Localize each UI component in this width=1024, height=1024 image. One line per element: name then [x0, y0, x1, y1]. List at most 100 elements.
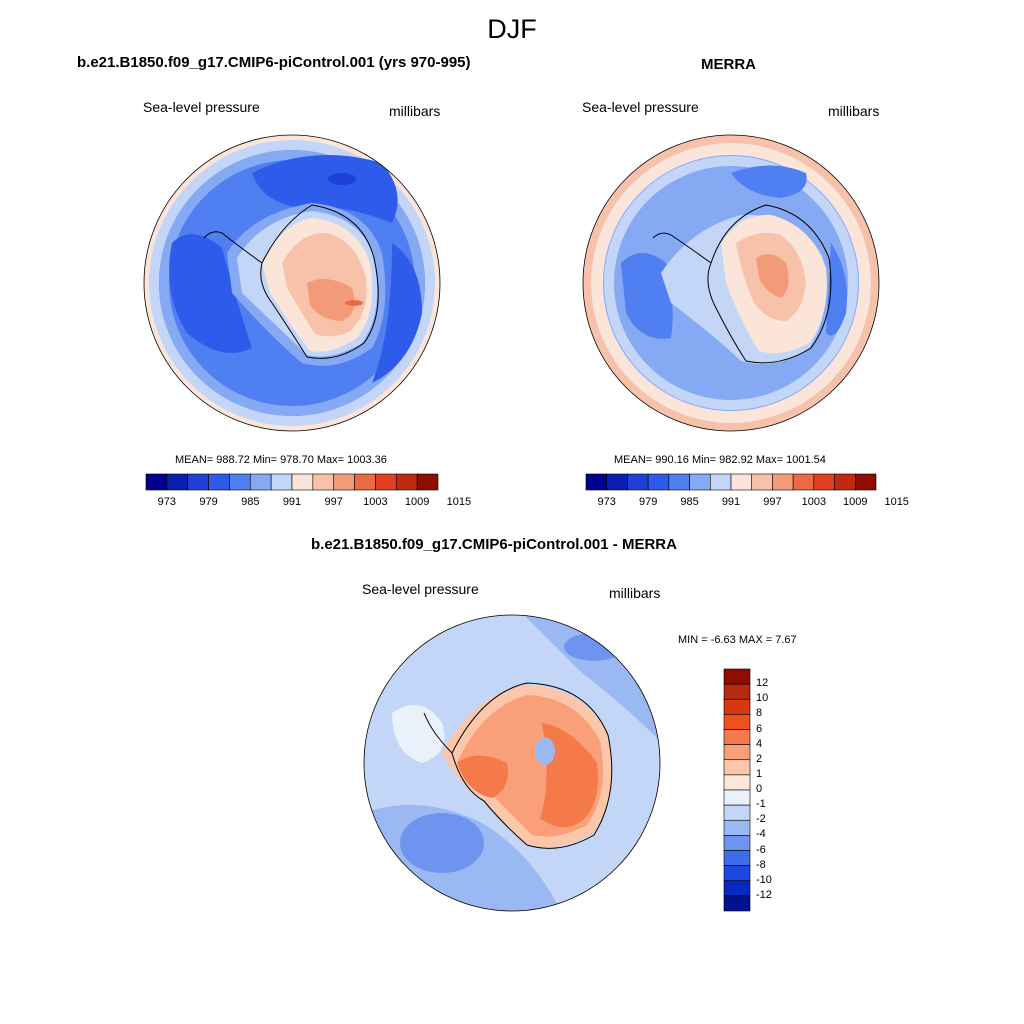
colorbar-swatch: [585, 473, 608, 491]
colorbar-tick-label: 10: [756, 692, 769, 705]
colorbar-swatch: [647, 473, 670, 491]
colorbar-tick-label: 4: [756, 737, 763, 750]
colorbar-tick-label: 1003: [801, 496, 827, 508]
colorbar-swatch: [723, 759, 751, 776]
obs-variable-label: Sea-level pressure: [582, 99, 699, 115]
colorbar-tick-label: -2: [756, 813, 766, 826]
colorbar-swatch: [312, 473, 335, 491]
colorbar-tick-label: 1009: [843, 496, 868, 508]
colorbar-tick-label: -10: [756, 873, 772, 886]
obs-low-pressure-north: [731, 165, 807, 198]
colorbar-swatch: [249, 473, 272, 491]
diff-interior-neg: [535, 737, 555, 765]
colorbar-swatch: [723, 880, 751, 897]
colorbar-swatch: [723, 744, 751, 761]
obs-antarctica-peak: [756, 254, 789, 298]
model-antarctica-max: [345, 300, 363, 306]
colorbar-swatch: [270, 473, 293, 491]
diff-units-label: millibars: [609, 585, 661, 601]
diff-coastline: [423, 682, 613, 849]
colorbar-swatch: [145, 473, 168, 491]
colorbar-tick-label: -8: [756, 858, 766, 871]
figure-title: DJF: [487, 14, 537, 44]
colorbar-tick-label: 1: [756, 767, 763, 780]
colorbar-tick-label: 985: [241, 496, 260, 508]
colorbar-tick-label: 8: [756, 707, 763, 720]
colorbar-tick-label: 1015: [446, 496, 472, 508]
colorbar-tick-label: -12: [756, 888, 772, 901]
diff-antarctica-west: [457, 755, 508, 798]
model-variable-label: Sea-level pressure: [143, 99, 260, 115]
model-outer-ring-3: [159, 150, 425, 416]
model-units-label: millibars: [389, 103, 441, 119]
colorbar-swatch: [723, 819, 751, 836]
model-antarctica-peak: [307, 279, 355, 321]
colorbar-tick-label: 1015: [884, 496, 909, 508]
colorbar-tick-label: -1: [756, 798, 766, 811]
diff-negative-core-south: [400, 813, 484, 873]
colorbar-swatch: [291, 473, 314, 491]
diff-colorbar-ticks: 12 10 8 6 4 2 1 0 -1 -2 -4 -6 -8 -10 -12: [754, 669, 794, 911]
colorbar-swatch: [723, 683, 751, 700]
colorbar-tick-label: 991: [282, 496, 302, 508]
colorbar-swatch: [730, 473, 753, 491]
colorbar-tick-label: -6: [756, 843, 766, 856]
colorbar-tick-label: 1003: [363, 496, 388, 508]
model-low-pressure-east: [372, 243, 422, 383]
model-panel-title: b.e21.B1850.f09_g17.CMIP6-piControl.001 …: [77, 54, 471, 71]
obs-stats: MEAN= 990.16 Min= 982.92 Max= 1001.54: [614, 454, 826, 466]
colorbar-tick-label: 979: [199, 496, 218, 508]
obs-colorbar: [585, 473, 877, 491]
colorbar-swatch: [723, 714, 751, 730]
colorbar-swatch: [723, 895, 751, 912]
diff-zero-band: [392, 705, 445, 763]
diff-variable-label: Sea-level pressure: [362, 581, 479, 597]
colorbar-swatch: [723, 835, 751, 851]
colorbar-swatch: [668, 473, 690, 491]
colorbar-tick-label: 997: [763, 496, 782, 508]
model-low-core: [328, 173, 356, 185]
colorbar-tick-label: 12: [756, 677, 769, 690]
model-low-pressure-west: [169, 234, 252, 353]
colorbar-swatch: [208, 473, 230, 491]
diff-colorbar: [723, 668, 751, 912]
model-colorbar: [145, 473, 439, 491]
model-stats: MEAN= 988.72 Min= 978.70 Max= 1003.36: [175, 454, 387, 466]
obs-panel-title: MERRA: [701, 56, 756, 73]
model-colorbar-ticks: 973 979 985 991 997 1003 1009 1015: [146, 494, 471, 508]
colorbar-swatch: [627, 473, 649, 491]
colorbar-swatch: [354, 473, 376, 491]
colorbar-swatch: [723, 804, 751, 821]
colorbar-tick-label: 997: [324, 496, 343, 508]
colorbar-tick-label: 6: [756, 722, 763, 735]
colorbar-tick-label: 973: [597, 496, 616, 508]
obs-units-label: millibars: [828, 103, 880, 119]
colorbar-tick-label: 973: [157, 496, 177, 508]
colorbar-swatch: [723, 698, 751, 715]
colorbar-swatch: [723, 729, 751, 745]
model-polar-map: [143, 134, 441, 432]
colorbar-swatch: [723, 865, 751, 882]
obs-low-pressure-east: [826, 243, 847, 336]
model-low-pressure-north: [252, 155, 398, 223]
colorbar-swatch: [606, 473, 628, 491]
colorbar-swatch: [416, 473, 439, 491]
diff-polar-map: [363, 614, 661, 912]
obs-outer-ring-2: [591, 143, 871, 423]
colorbar-swatch: [772, 473, 794, 491]
colorbar-swatch: [723, 850, 751, 866]
colorbar-tick-label: 0: [756, 783, 763, 795]
diff-panel-title: b.e21.B1850.f09_g17.CMIP6-piControl.001 …: [311, 536, 677, 553]
colorbar-swatch: [723, 774, 751, 791]
obs-low-pressure-west: [621, 253, 673, 339]
obs-polar-map: [582, 134, 880, 432]
obs-colorbar-ticks: 973 979 985 991 997 1003 1009 1015: [586, 494, 909, 508]
colorbar-swatch: [813, 473, 835, 491]
colorbar-swatch: [333, 473, 355, 491]
colorbar-tick-label: 1009: [404, 496, 430, 508]
colorbar-swatch: [792, 473, 815, 491]
colorbar-swatch: [395, 473, 418, 491]
colorbar-swatch: [751, 473, 773, 491]
colorbar-swatch: [854, 473, 877, 491]
colorbar-tick-label: 991: [721, 496, 741, 508]
